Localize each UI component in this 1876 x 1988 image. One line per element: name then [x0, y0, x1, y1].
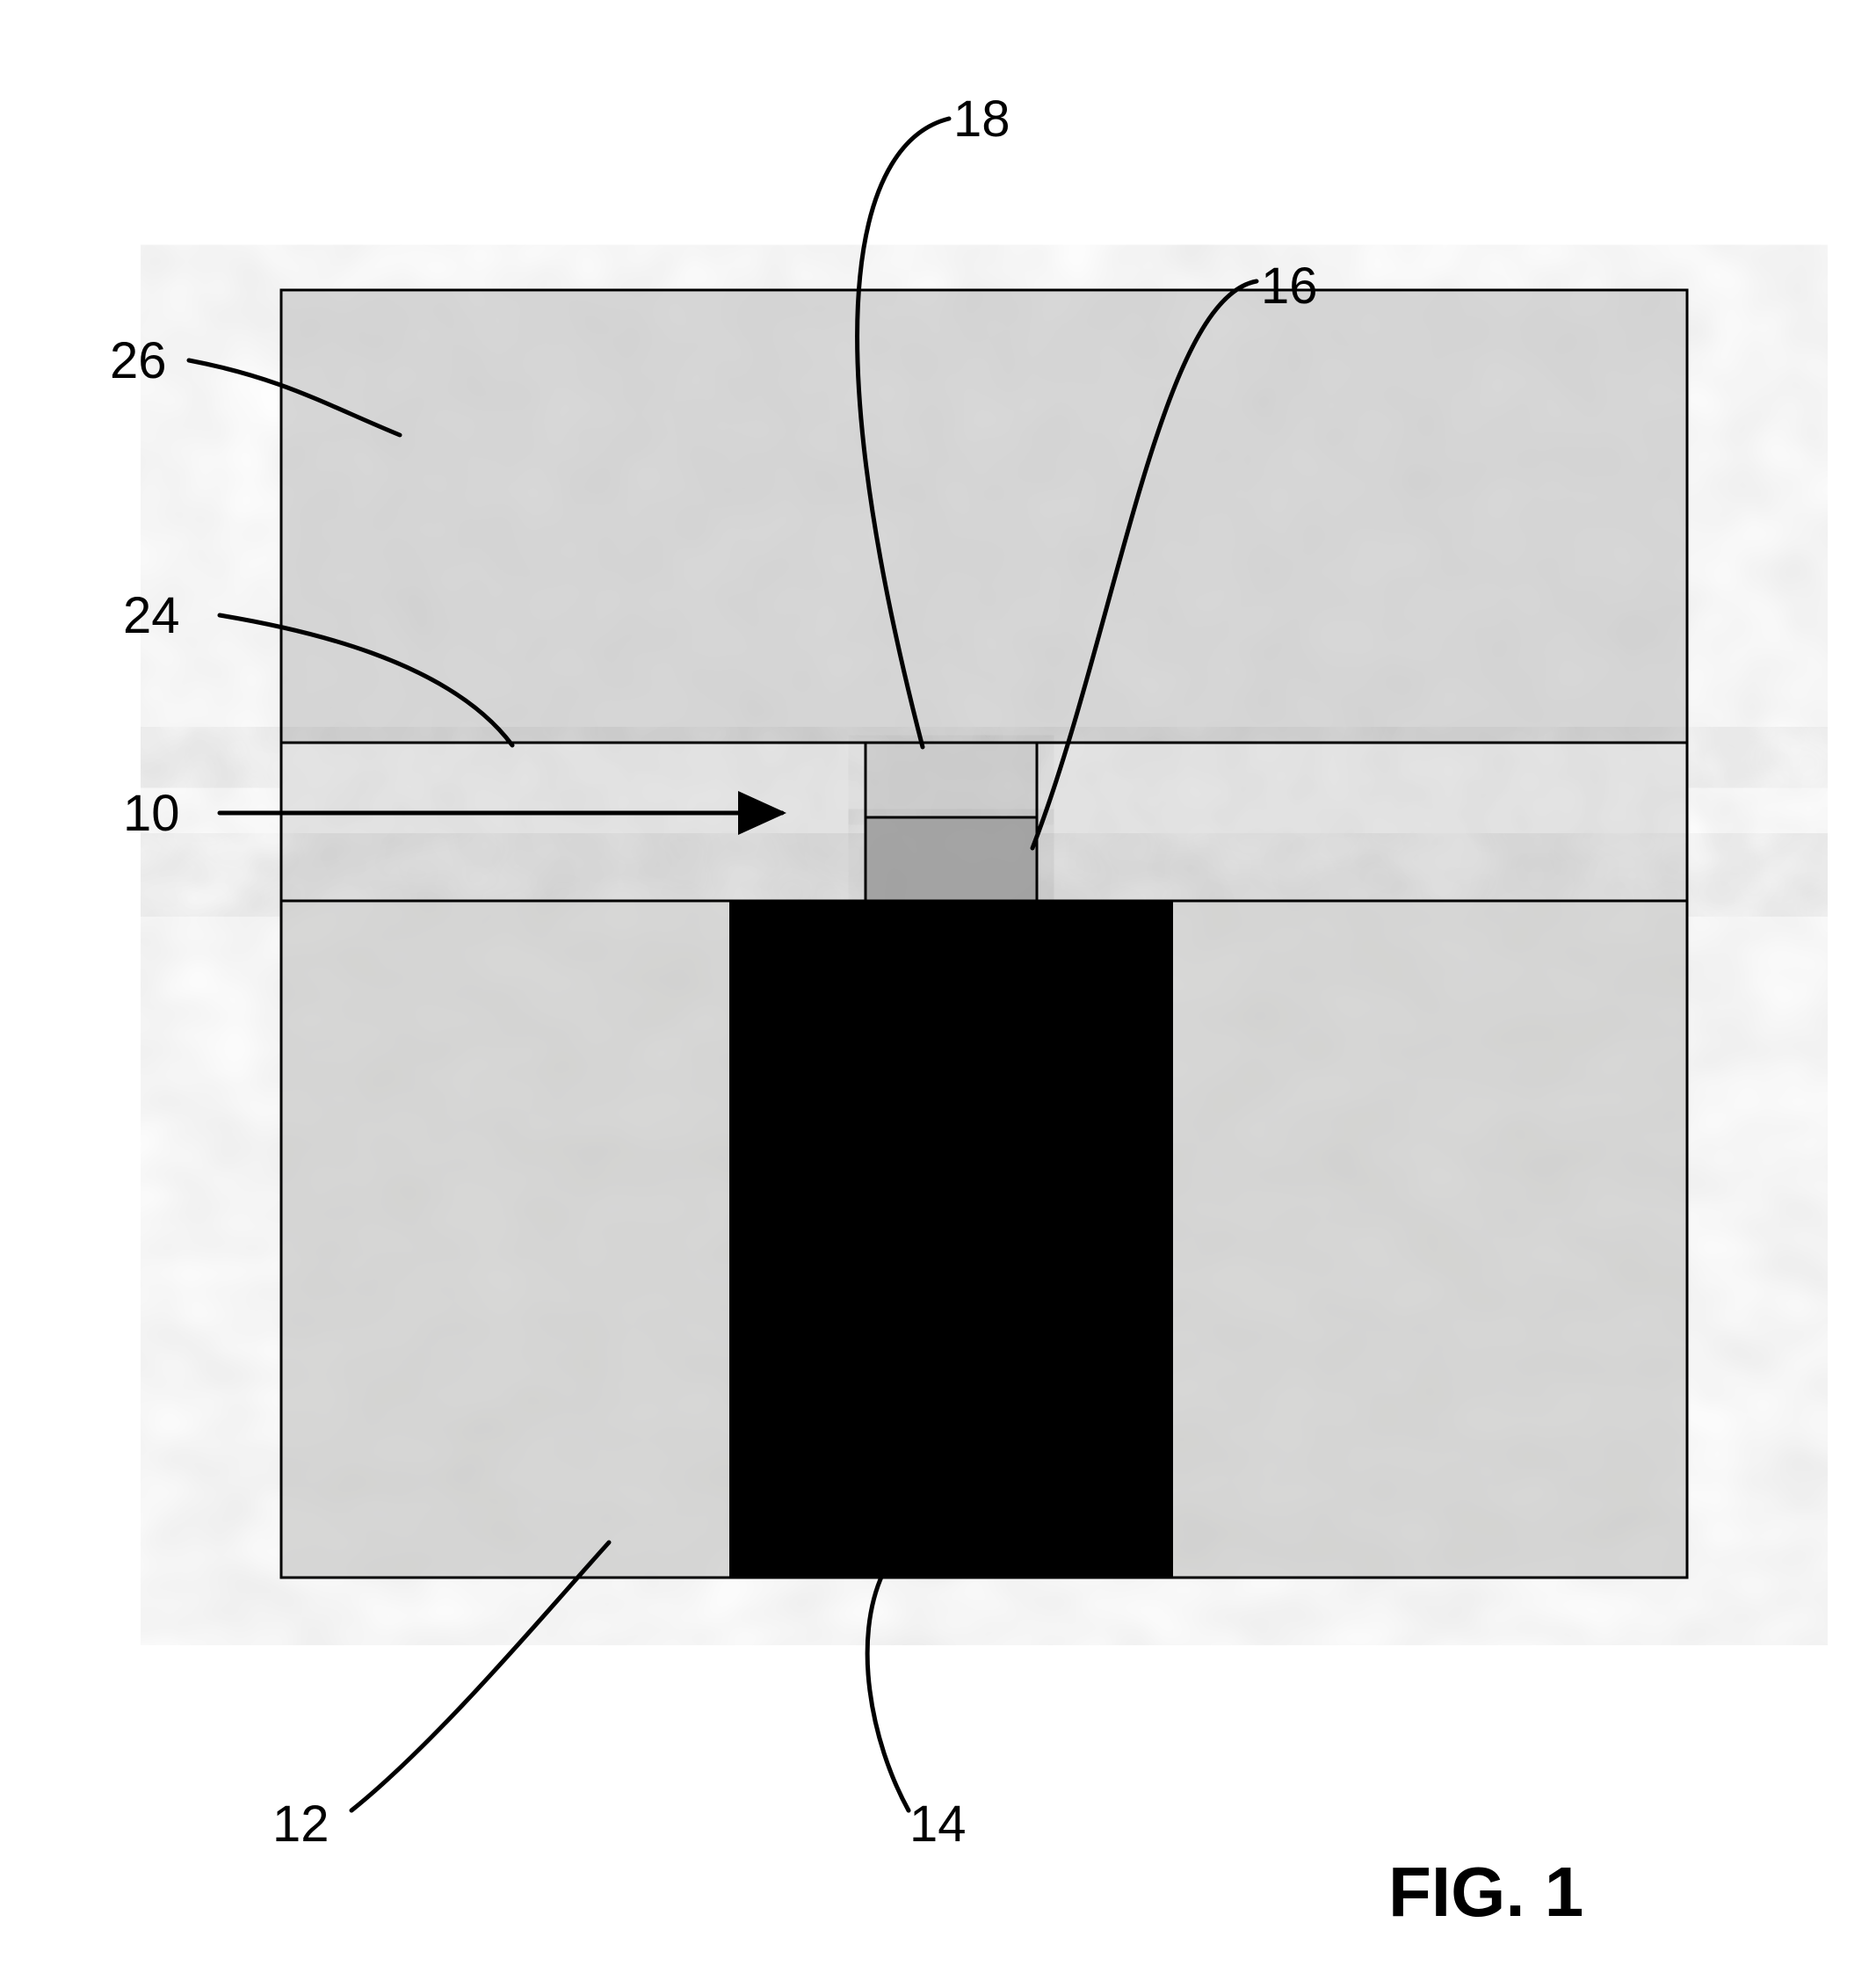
label-12-leader — [351, 1542, 609, 1810]
label-12: 12 — [272, 1796, 330, 1853]
label-14-leader — [867, 1573, 909, 1810]
block-lower-small — [866, 817, 1037, 901]
region-top — [281, 290, 1687, 743]
block-upper-small — [866, 743, 1037, 817]
label-24: 24 — [123, 587, 180, 644]
label-26: 26 — [110, 332, 167, 389]
block-large-dark — [729, 901, 1173, 1578]
label-14: 14 — [909, 1796, 967, 1853]
label-16: 16 — [1261, 258, 1318, 315]
label-18: 18 — [953, 91, 1010, 148]
figure-caption: FIG. 1 — [1388, 1853, 1583, 1931]
label-10: 10 — [123, 785, 180, 842]
figure-group — [281, 290, 1687, 1578]
